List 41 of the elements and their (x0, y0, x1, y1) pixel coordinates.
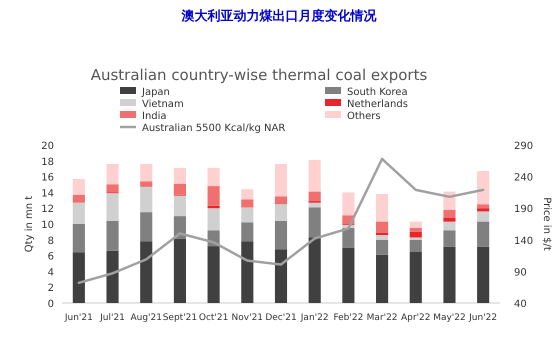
legend-label: Others (347, 111, 381, 122)
y-tick-label: 10 (41, 220, 54, 231)
chart-subtitle: Australian country-wise thermal coal exports (90, 66, 428, 84)
y-tick-label: 8 (48, 236, 54, 247)
legend-label: India (142, 111, 167, 122)
y2-tick-label: 40 (514, 299, 527, 310)
x-tick-label: Sept'21 (162, 313, 198, 323)
y-tick-label: 0 (48, 299, 54, 310)
legend-label: Vietnam (142, 99, 184, 110)
y-tick-label: 20 (41, 141, 54, 152)
y-tick-label: 18 (41, 156, 54, 168)
y2-tick-label: 140 (514, 236, 534, 247)
x-tick-label: Oct'21 (198, 313, 228, 323)
x-tick-label: Jun'21 (64, 313, 93, 323)
y2-axis-title: Price in $/t (541, 197, 552, 251)
legend-label: South Korea (347, 87, 408, 98)
x-tick-label: Nov'21 (232, 313, 264, 323)
y-tick-label: 2 (48, 283, 54, 294)
x-tick-label: Jul'21 (99, 313, 125, 323)
x-tick-label: May'22 (433, 313, 466, 323)
x-tick-label: Aug'21 (130, 313, 162, 323)
x-tick-label: Mar'22 (366, 313, 398, 323)
chart-title: 澳大利亚动力煤出口月度变化情况 (180, 8, 378, 24)
y2-tick-label: 240 (514, 172, 534, 184)
y-axis-title: Qty in mn t (24, 196, 35, 252)
x-tick-label: Feb'22 (333, 313, 364, 323)
y-tick-label: 6 (48, 252, 54, 263)
y2-tick-label: 90 (514, 267, 527, 278)
y-tick-label: 12 (41, 204, 54, 216)
x-tick-label: Jun'22 (468, 313, 498, 323)
legend-label: Netherlands (347, 99, 408, 110)
y2-tick-label: 190 (514, 204, 534, 216)
y2-tick-label: 290 (514, 141, 534, 152)
y-tick-label: 14 (41, 188, 54, 200)
x-tick-label: Dec'21 (265, 313, 297, 323)
legend-label: Australian 5500 Kcal/kg NAR (142, 123, 286, 134)
legend-label: Japan (141, 87, 170, 98)
x-tick-label: Jan'22 (300, 313, 329, 323)
x-tick-label: Apr'22 (401, 313, 431, 323)
y-tick-label: 16 (41, 172, 54, 184)
y-tick-label: 4 (48, 267, 54, 278)
